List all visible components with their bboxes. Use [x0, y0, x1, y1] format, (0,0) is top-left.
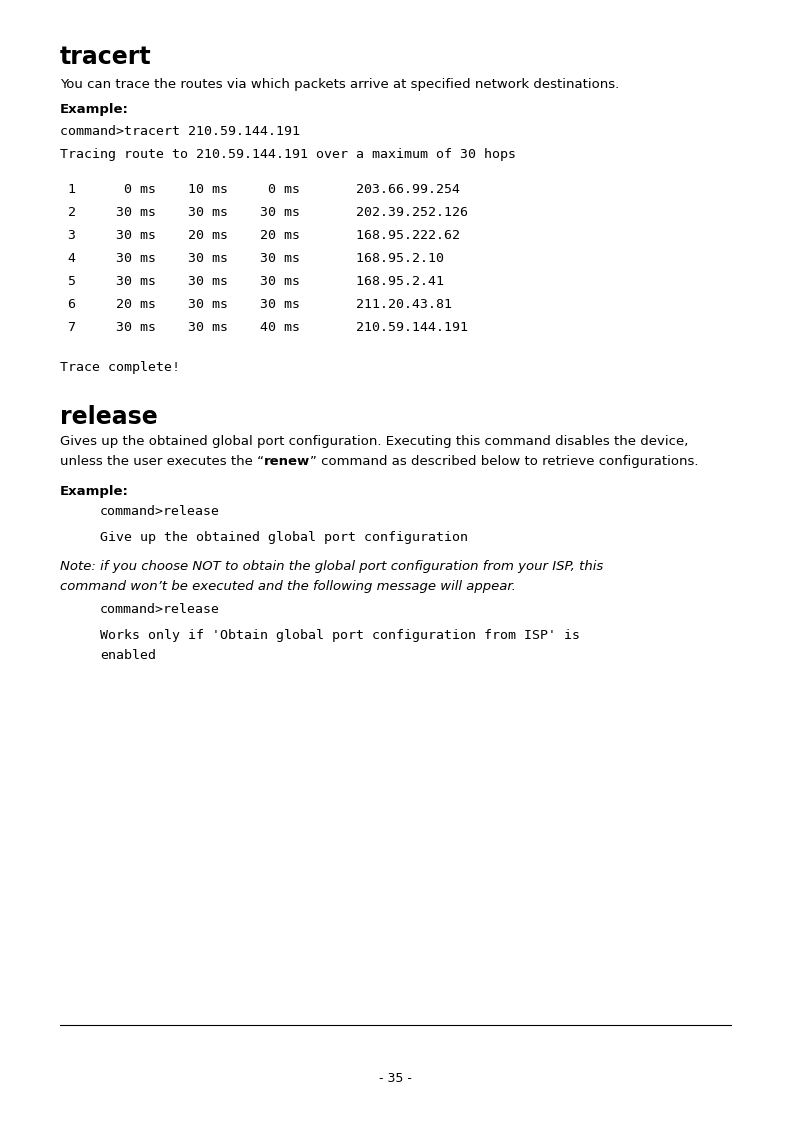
Text: You can trace the routes via which packets arrive at specified network destinati: You can trace the routes via which packe… — [60, 78, 619, 91]
Text: Give up the obtained global port configuration: Give up the obtained global port configu… — [100, 531, 468, 544]
Text: command>tracert 210.59.144.191: command>tracert 210.59.144.191 — [60, 125, 300, 138]
Text: 5     30 ms    30 ms    30 ms       168.95.2.41: 5 30 ms 30 ms 30 ms 168.95.2.41 — [60, 275, 444, 288]
Text: tracert: tracert — [60, 45, 152, 69]
Text: command>release: command>release — [100, 505, 220, 518]
Text: Gives up the obtained global port configuration. Executing this command disables: Gives up the obtained global port config… — [60, 435, 688, 448]
Text: ” command as described below to retrieve configurations.: ” command as described below to retrieve… — [310, 455, 698, 468]
Text: 2     30 ms    30 ms    30 ms       202.39.252.126: 2 30 ms 30 ms 30 ms 202.39.252.126 — [60, 206, 468, 219]
Text: - 35 -: - 35 - — [379, 1072, 412, 1084]
Text: 7     30 ms    30 ms    40 ms       210.59.144.191: 7 30 ms 30 ms 40 ms 210.59.144.191 — [60, 321, 468, 334]
Text: Example:: Example: — [60, 103, 129, 116]
Text: 4     30 ms    30 ms    30 ms       168.95.2.10: 4 30 ms 30 ms 30 ms 168.95.2.10 — [60, 252, 444, 265]
Text: enabled: enabled — [100, 649, 156, 662]
Text: 6     20 ms    30 ms    30 ms       211.20.43.81: 6 20 ms 30 ms 30 ms 211.20.43.81 — [60, 298, 452, 310]
Text: Trace complete!: Trace complete! — [60, 361, 180, 374]
Text: command won’t be executed and the following message will appear.: command won’t be executed and the follow… — [60, 580, 516, 593]
Text: release: release — [60, 404, 157, 429]
Text: 3     30 ms    20 ms    20 ms       168.95.222.62: 3 30 ms 20 ms 20 ms 168.95.222.62 — [60, 229, 460, 242]
Text: renew: renew — [264, 455, 310, 468]
Text: Tracing route to 210.59.144.191 over a maximum of 30 hops: Tracing route to 210.59.144.191 over a m… — [60, 148, 516, 161]
Text: Works only if 'Obtain global port configuration from ISP' is: Works only if 'Obtain global port config… — [100, 629, 580, 642]
Text: Example:: Example: — [60, 485, 129, 499]
Text: command>release: command>release — [100, 603, 220, 616]
Text: Note: if you choose NOT to obtain the global port configuration from your ISP, t: Note: if you choose NOT to obtain the gl… — [60, 560, 604, 573]
Text: unless the user executes the “: unless the user executes the “ — [60, 455, 264, 468]
Text: 1      0 ms    10 ms     0 ms       203.66.99.254: 1 0 ms 10 ms 0 ms 203.66.99.254 — [60, 184, 460, 196]
